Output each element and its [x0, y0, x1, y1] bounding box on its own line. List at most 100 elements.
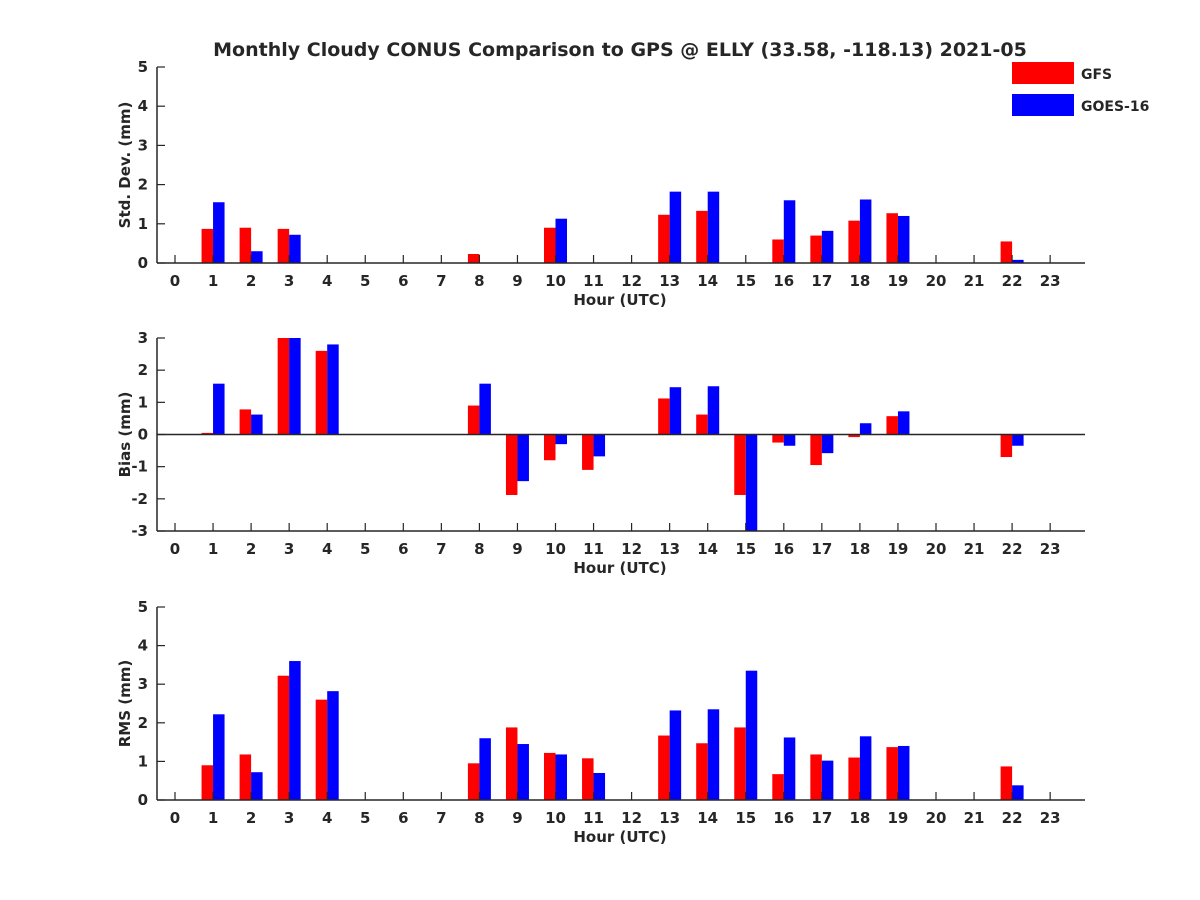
- bar-gfs-hour-8: [467, 253, 480, 263]
- x-tick-label: 12: [621, 272, 642, 290]
- x-tick-label: 3: [284, 272, 294, 290]
- bar-goes16-hour-19: [897, 745, 910, 800]
- bar-goes16-hour-11: [593, 434, 606, 457]
- bar-gfs-hour-9: [505, 727, 518, 800]
- x-tick-label: 11: [583, 272, 604, 290]
- bar-goes16-hour-17: [821, 230, 834, 263]
- bar-goes16-hour-18: [859, 423, 872, 435]
- x-tick-label: 19: [888, 809, 909, 827]
- bar-goes16-hour-18: [859, 199, 872, 263]
- bar-goes16-hour-4: [327, 691, 339, 800]
- x-tick-label: 1: [208, 540, 218, 558]
- bar-goes16-hour-11: [593, 772, 606, 800]
- x-tick-label: 10: [545, 540, 566, 558]
- bar-goes16-hour-22: [1012, 785, 1024, 800]
- y-tick-label: 0: [138, 426, 148, 444]
- bar-goes16-hour-10: [555, 434, 567, 445]
- bar-gfs-hour-10: [544, 227, 556, 263]
- x-tick-label: 9: [512, 272, 522, 290]
- bar-gfs-hour-16: [772, 774, 784, 800]
- bar-gfs-hour-18: [848, 757, 860, 800]
- bar-gfs-hour-17: [810, 235, 822, 263]
- bar-goes16-hour-4: [327, 344, 339, 435]
- y-tick-label: 1: [138, 393, 148, 411]
- x-tick-label: 8: [474, 272, 484, 290]
- bar-gfs-hour-13: [658, 398, 670, 435]
- y-tick-label: 2: [138, 176, 148, 194]
- bar-gfs-hour-11: [582, 434, 594, 470]
- bar-goes16-hour-16: [783, 737, 796, 800]
- x-tick-label: 15: [735, 272, 756, 290]
- bar-goes16-hour-22: [1012, 434, 1024, 446]
- y-axis-label-std-dev-mm: Std. Dev. (mm): [116, 102, 134, 229]
- x-tick-label: 18: [849, 540, 870, 558]
- bar-goes16-hour-14: [707, 709, 720, 800]
- bar-goes16-hour-16: [783, 200, 796, 263]
- y-axis-label-rms-mm: RMS (mm): [116, 660, 134, 747]
- bar-goes16-hour-2: [251, 772, 263, 800]
- y-tick-label: 3: [138, 136, 148, 154]
- bar-goes16-hour-15: [745, 670, 758, 800]
- x-tick-label: 4: [322, 809, 332, 827]
- x-tick-label: 9: [512, 809, 522, 827]
- x-tick-label: 7: [436, 272, 446, 290]
- chart-title: Monthly Cloudy CONUS Comparison to GPS @…: [213, 39, 1027, 61]
- x-tick-label: 0: [170, 272, 180, 290]
- x-tick-label: 1: [208, 809, 218, 827]
- bar-gfs-hour-10: [544, 752, 556, 800]
- x-tick-label: 7: [436, 540, 446, 558]
- y-tick-label: 1: [138, 215, 148, 233]
- x-tick-label: 22: [1002, 809, 1023, 827]
- bar-gfs-hour-3: [277, 338, 290, 435]
- y-tick-label: 1: [138, 752, 148, 770]
- y-tick-label: 3: [138, 675, 148, 693]
- bar-goes16-hour-13: [669, 710, 682, 800]
- x-tick-label: 2: [246, 540, 256, 558]
- x-tick-label: 20: [926, 809, 947, 827]
- x-tick-label: 23: [1040, 272, 1061, 290]
- bar-gfs-hour-4: [315, 350, 328, 435]
- x-tick-label: 16: [773, 540, 794, 558]
- bar-goes16-hour-17: [821, 434, 834, 454]
- x-tick-label: 17: [811, 272, 832, 290]
- legend: GFS GOES-16: [1012, 62, 1149, 116]
- bar-gfs-hour-22: [1000, 241, 1013, 263]
- bar-goes16-hour-13: [669, 191, 682, 263]
- x-tick-label: 12: [621, 809, 642, 827]
- bar-gfs-hour-2: [239, 409, 252, 435]
- bar-gfs-hour-14: [696, 743, 708, 800]
- x-tick-label: 10: [545, 809, 566, 827]
- bar-goes16-hour-3: [289, 661, 301, 800]
- x-tick-label: 21: [964, 272, 985, 290]
- x-tick-label: 15: [735, 540, 756, 558]
- x-tick-label: 6: [398, 272, 408, 290]
- bar-goes16-hour-13: [669, 387, 682, 435]
- bar-goes16-hour-9: [517, 744, 529, 800]
- y-tick-label: 5: [138, 598, 148, 616]
- x-tick-label: 2: [246, 809, 256, 827]
- x-tick-label: 21: [964, 809, 985, 827]
- x-tick-label: 19: [888, 272, 909, 290]
- bar-gfs-hour-17: [810, 434, 822, 466]
- bar-gfs-hour-11: [582, 758, 594, 800]
- y-tick-label: 2: [138, 714, 148, 732]
- y-tick-label: 4: [138, 637, 148, 655]
- bar-goes16-hour-1: [213, 714, 225, 800]
- bar-gfs-hour-1: [201, 228, 214, 263]
- bar-gfs-hour-16: [772, 239, 784, 263]
- bar-gfs-hour-13: [658, 735, 670, 800]
- x-tick-label: 4: [322, 272, 332, 290]
- x-tick-label: 6: [398, 540, 408, 558]
- x-tick-label: 22: [1002, 540, 1023, 558]
- y-tick-label: -3: [131, 522, 148, 540]
- x-tick-label: 3: [284, 809, 294, 827]
- x-tick-label: 23: [1040, 809, 1061, 827]
- bar-goes16-hour-19: [897, 215, 910, 263]
- x-tick-label: 13: [659, 272, 680, 290]
- bar-goes16-hour-15: [745, 434, 758, 531]
- x-tick-label: 5: [360, 809, 370, 827]
- x-tick-label: 8: [474, 540, 484, 558]
- x-tick-label: 14: [697, 272, 718, 290]
